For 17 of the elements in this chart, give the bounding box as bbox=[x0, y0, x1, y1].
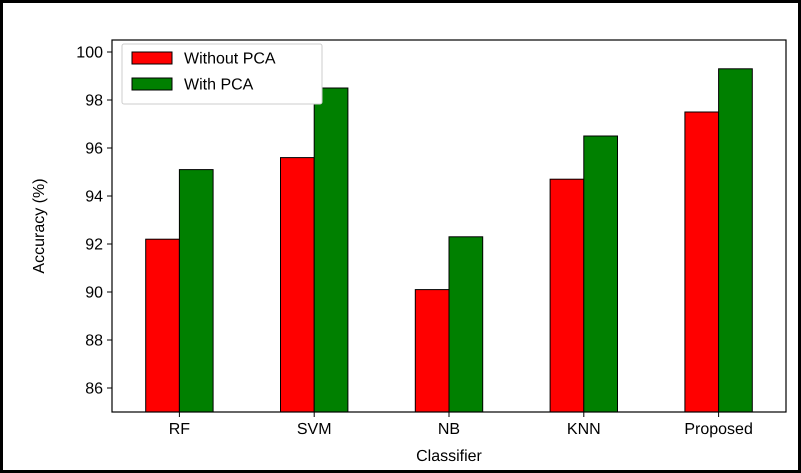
y-tick-label: 86 bbox=[85, 380, 104, 398]
y-tick-label: 94 bbox=[85, 188, 104, 206]
x-tick-label: KNN bbox=[566, 421, 601, 438]
legend-label: Without PCA bbox=[184, 50, 276, 68]
y-tick-label: 88 bbox=[85, 332, 104, 350]
y-tick-label: 96 bbox=[85, 140, 104, 158]
x-axis-title: Classifier bbox=[416, 448, 483, 465]
y-tick-label: 92 bbox=[85, 236, 104, 254]
y-tick-label: 100 bbox=[76, 44, 104, 62]
legend-label: With PCA bbox=[184, 76, 254, 94]
x-tick-label: Proposed bbox=[684, 421, 753, 438]
x-tick-label: RF bbox=[168, 421, 190, 438]
y-tick-label: 90 bbox=[85, 284, 104, 302]
y-axis-title: Accuracy (%) bbox=[31, 178, 48, 274]
x-tick-label: NB bbox=[438, 421, 460, 438]
y-tick-label: 98 bbox=[85, 92, 104, 110]
x-tick-label: SVM bbox=[296, 421, 332, 438]
